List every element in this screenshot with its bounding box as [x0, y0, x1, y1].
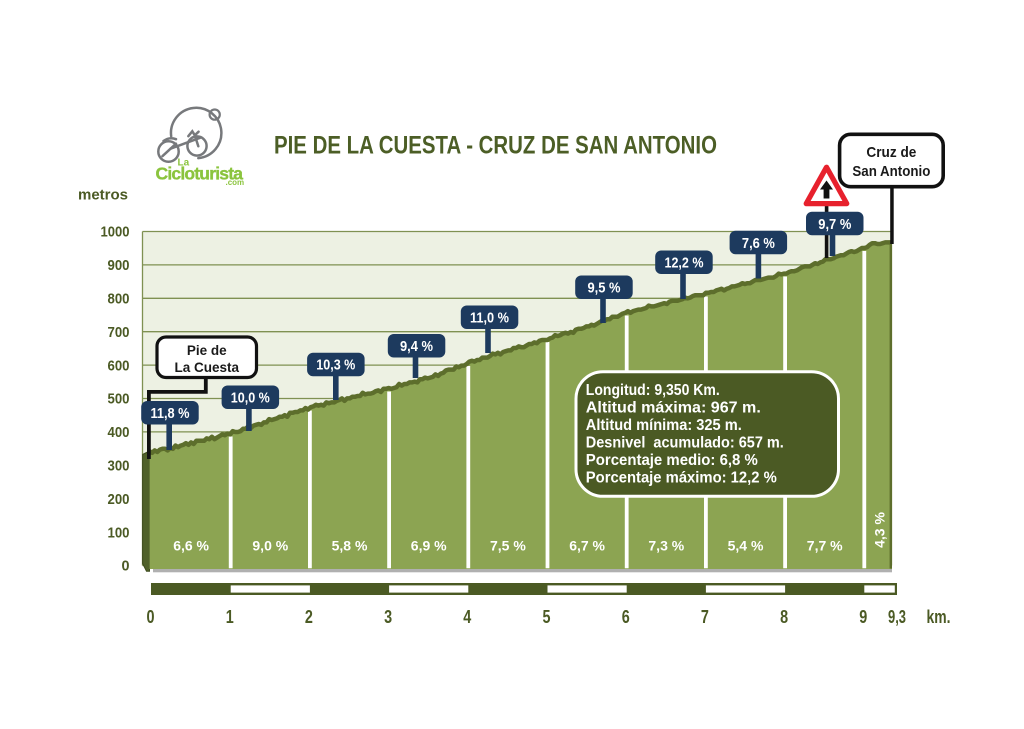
svg-text:4,3 %: 4,3 % — [872, 512, 888, 548]
svg-text:300: 300 — [108, 458, 130, 475]
svg-text:La: La — [178, 158, 190, 169]
svg-text:7,5 %: 7,5 % — [490, 538, 526, 554]
svg-text:San Antonio: San Antonio — [852, 163, 930, 180]
svg-text:10,0 %: 10,0 % — [231, 390, 270, 407]
svg-text:900: 900 — [108, 257, 130, 274]
svg-text:6,7 %: 6,7 % — [569, 538, 605, 554]
svg-text:Longitud: 9,350 Km.: Longitud: 9,350 Km. — [586, 382, 720, 399]
svg-text:400: 400 — [108, 424, 130, 441]
svg-text:10,3 %: 10,3 % — [316, 357, 355, 374]
svg-text:Porcentaje máximo: 12,2 %: Porcentaje máximo: 12,2 % — [586, 469, 777, 486]
svg-text:Porcentaje medio: 6,8 %: Porcentaje medio: 6,8 % — [586, 452, 758, 469]
svg-text:La Cuesta: La Cuesta — [175, 360, 240, 375]
svg-text:500: 500 — [108, 391, 130, 408]
svg-text:9: 9 — [859, 606, 867, 627]
svg-text:6,9 %: 6,9 % — [411, 538, 447, 554]
svg-text:PIE DE LA CUESTA - CRUZ DE SAN: PIE DE LA CUESTA - CRUZ DE SAN ANTONIO — [274, 132, 717, 160]
svg-text:12,2 %: 12,2 % — [665, 255, 704, 272]
svg-text:6,6 %: 6,6 % — [173, 538, 209, 554]
svg-text:Desnivel acumulado: 657 m.: Desnivel acumulado: 657 m. — [586, 434, 784, 451]
svg-text:km.: km. — [927, 606, 951, 627]
svg-text:9,7 %: 9,7 % — [818, 216, 851, 233]
svg-text:5,8 %: 5,8 % — [332, 538, 368, 554]
svg-text:7,3 %: 7,3 % — [648, 538, 684, 554]
svg-text:1000: 1000 — [101, 224, 130, 241]
svg-text:8: 8 — [780, 606, 788, 627]
svg-text:6: 6 — [622, 606, 630, 627]
svg-text:Altitud mínima: 325 m.: Altitud mínima: 325 m. — [586, 417, 742, 434]
svg-text:Cruz de: Cruz de — [866, 144, 916, 161]
svg-text:9,0 %: 9,0 % — [252, 538, 288, 554]
svg-text:9,3: 9,3 — [888, 606, 906, 627]
svg-text:0: 0 — [147, 606, 155, 627]
svg-text:Cicloturista: Cicloturista — [156, 164, 244, 184]
svg-text:5,4 %: 5,4 % — [728, 538, 764, 554]
svg-text:3: 3 — [384, 606, 392, 627]
svg-text:metros: metros — [78, 187, 128, 204]
svg-text:7,7 %: 7,7 % — [807, 538, 843, 554]
svg-text:4: 4 — [463, 606, 472, 627]
svg-text:2: 2 — [305, 606, 313, 627]
svg-text:100: 100 — [108, 524, 130, 541]
svg-text:1: 1 — [226, 606, 234, 627]
svg-text:9,4 %: 9,4 % — [400, 338, 433, 355]
svg-text:9,5 %: 9,5 % — [588, 280, 621, 297]
svg-text:11,8 %: 11,8 % — [151, 405, 190, 422]
svg-text:200: 200 — [108, 491, 130, 508]
svg-text:0: 0 — [122, 558, 130, 575]
svg-text:5: 5 — [543, 606, 551, 627]
svg-text:600: 600 — [108, 357, 130, 374]
svg-text:Pie de: Pie de — [187, 343, 227, 358]
svg-text:.com: .com — [226, 178, 245, 187]
svg-text:800: 800 — [108, 291, 130, 308]
svg-text:11,0 %: 11,0 % — [470, 310, 509, 327]
svg-text:7: 7 — [701, 606, 709, 627]
svg-text:Altitud máxima: 967 m.: Altitud máxima: 967 m. — [586, 399, 761, 416]
svg-text:700: 700 — [108, 324, 130, 341]
svg-text:7,6 %: 7,6 % — [742, 235, 775, 252]
